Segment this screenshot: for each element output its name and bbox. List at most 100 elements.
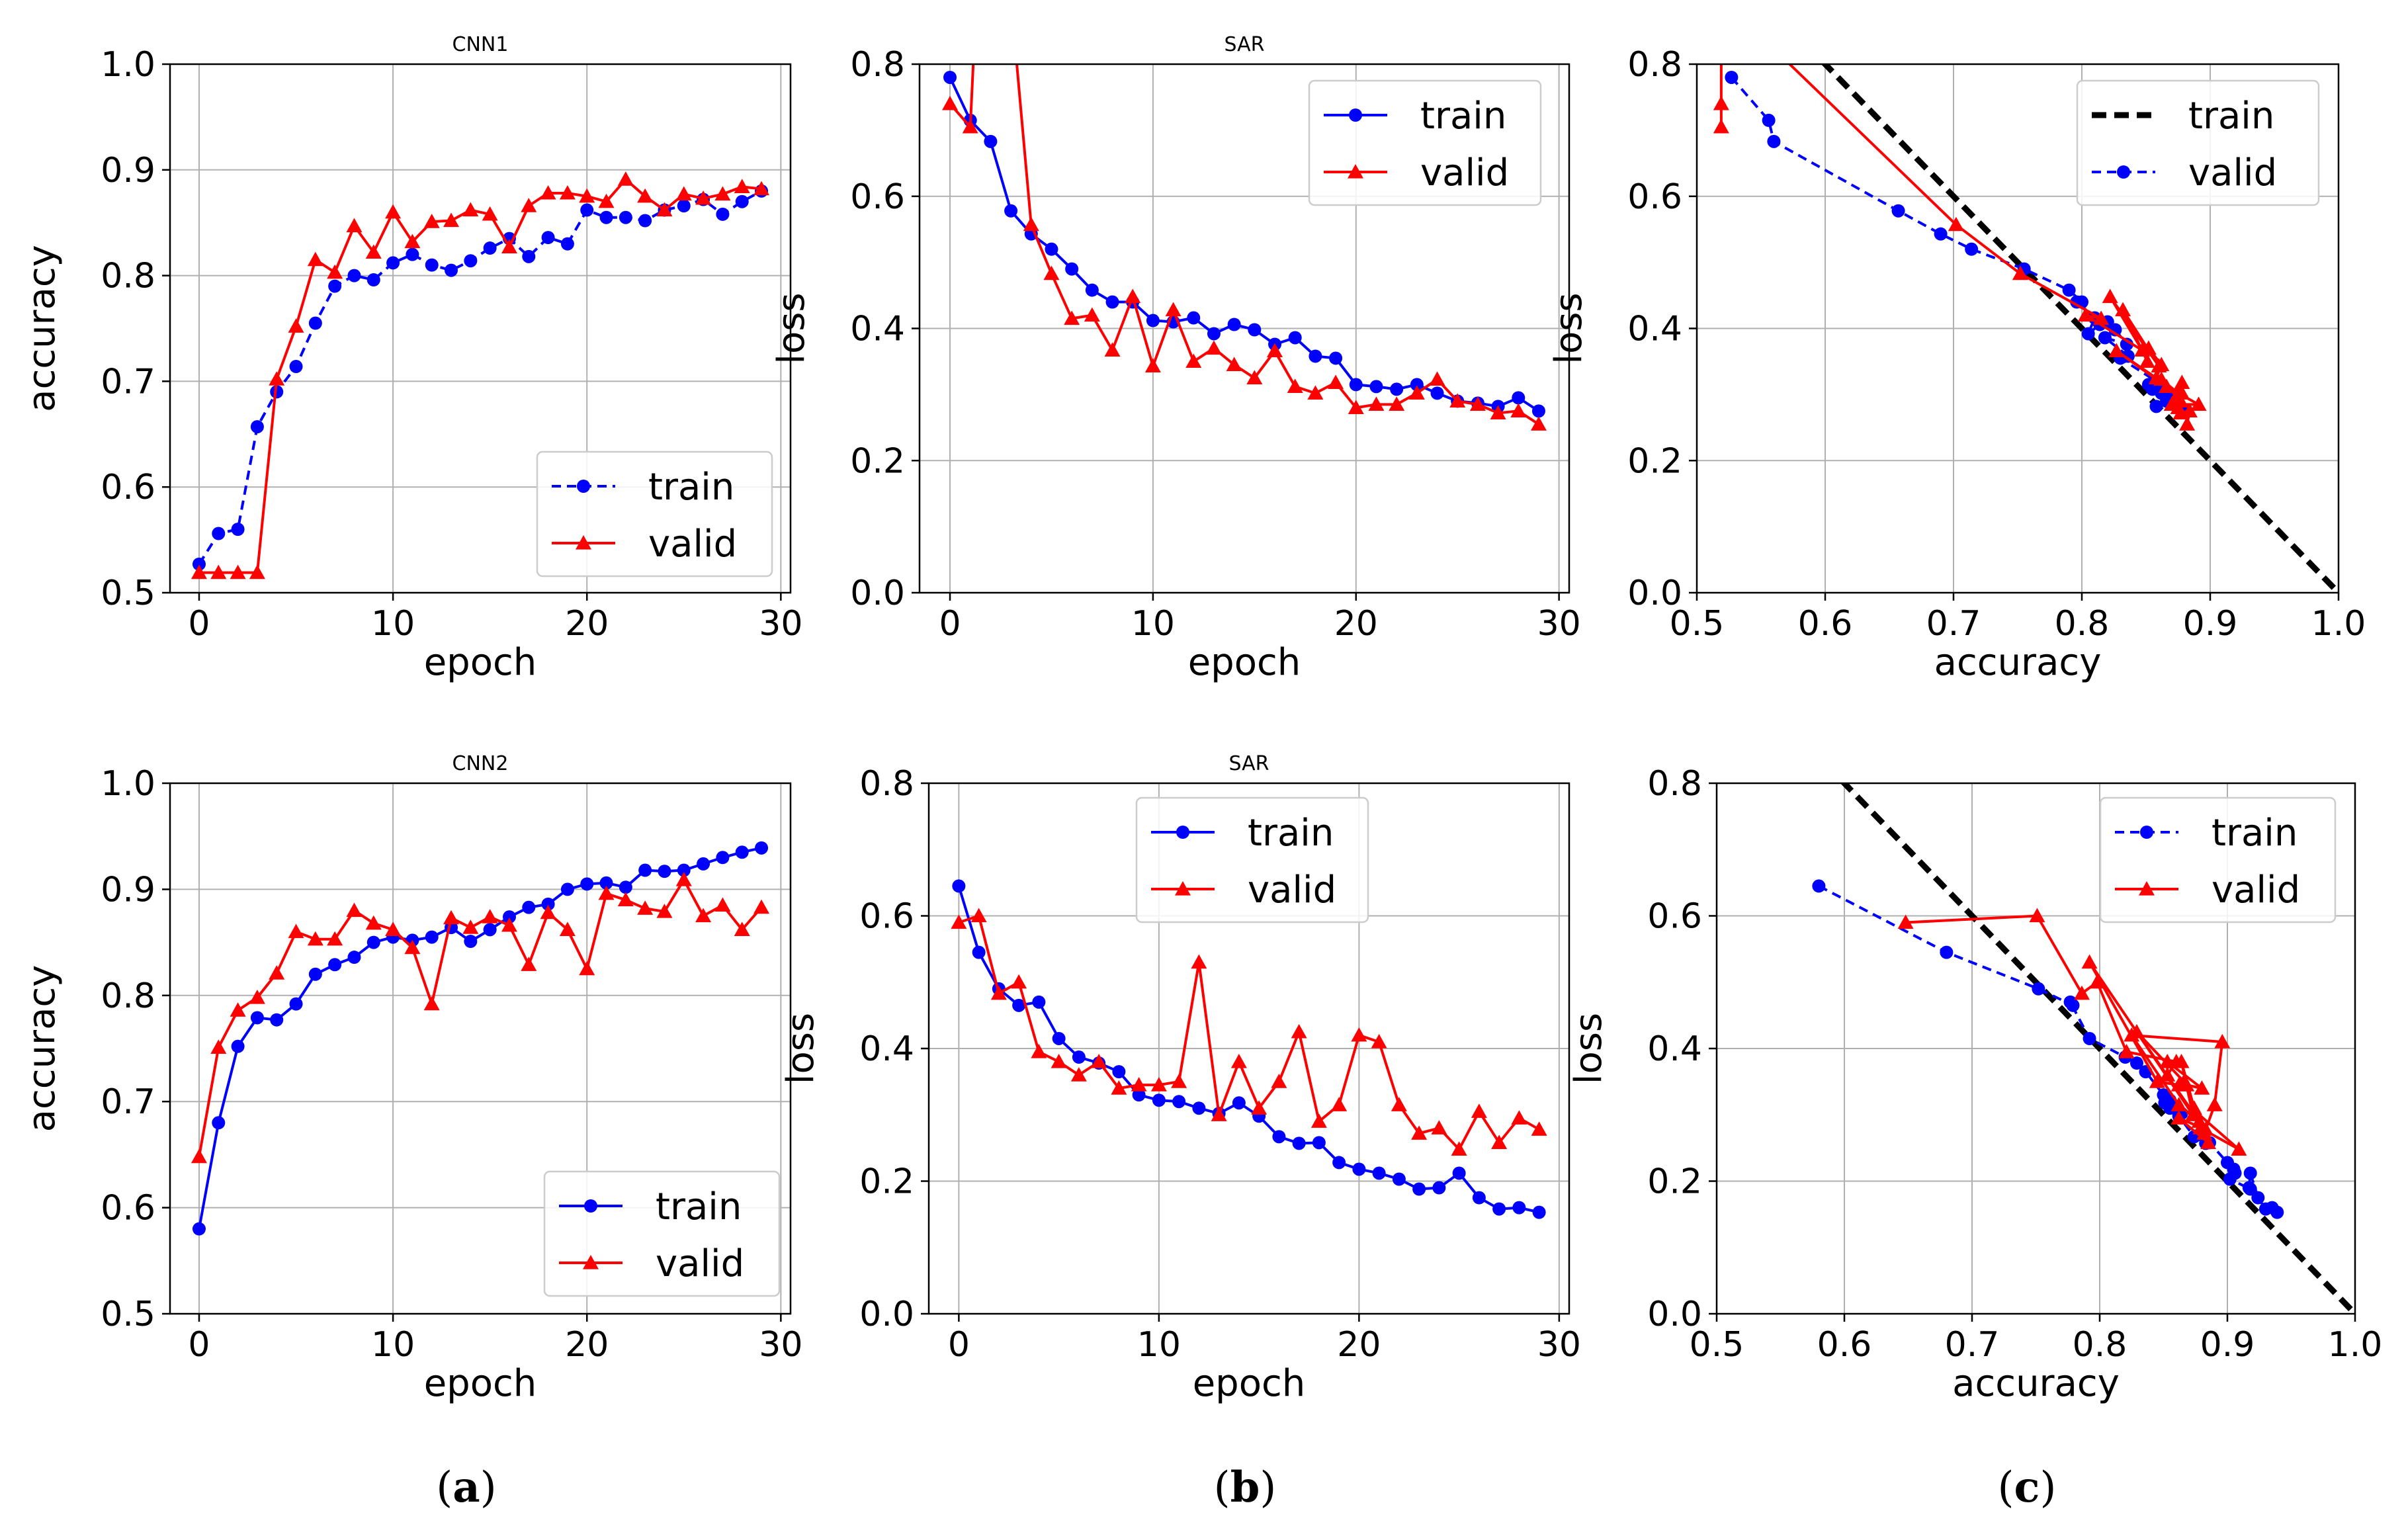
x-axis-label: epoch <box>1193 1362 1306 1405</box>
data-point-valid <box>521 198 537 212</box>
plot-area <box>191 171 770 579</box>
x-tick-label: 20 <box>565 1325 609 1365</box>
data-point-valid <box>2120 337 2133 351</box>
data-point-valid <box>230 564 246 579</box>
x-tick-label: 0 <box>188 604 210 644</box>
y-tick-label: 0.9 <box>101 151 155 191</box>
data-point-train <box>1065 262 1079 276</box>
data-point-valid <box>1389 396 1405 411</box>
data-point-valid <box>1191 954 1207 969</box>
data-point-valid <box>598 885 615 900</box>
data-point-train <box>2129 1056 2143 1070</box>
legend-label-valid: valid <box>1248 869 1336 912</box>
data-point-valid <box>970 908 987 923</box>
y-tick-label: 1.0 <box>101 45 155 85</box>
data-point-valid <box>1491 1134 1508 1149</box>
data-point-valid <box>1125 288 1141 304</box>
data-point-train <box>192 1222 206 1236</box>
legend: train valid <box>536 450 773 578</box>
data-point-train <box>231 523 245 536</box>
data-point-valid <box>1411 1125 1428 1140</box>
data-point-valid <box>714 897 731 912</box>
data-point-train <box>943 70 957 84</box>
data-point-valid <box>1431 1120 1447 1134</box>
data-point-valid <box>1351 1027 1367 1042</box>
data-point-valid <box>1934 227 1948 241</box>
legend-box <box>536 450 773 578</box>
x-tick-label: 0.6 <box>1798 604 1853 644</box>
data-point-train <box>1332 1156 1346 1170</box>
caption-b-letter: b <box>1230 1463 1260 1512</box>
data-point-valid <box>2029 908 2045 923</box>
data-point-train <box>1072 1050 1086 1064</box>
data-point-train <box>1152 1093 1166 1107</box>
data-point-valid <box>2173 1054 2190 1068</box>
data-point-train <box>716 851 730 865</box>
data-point-train <box>1940 945 1954 959</box>
caption-c: (c) <box>1998 1463 2057 1512</box>
data-point-valid <box>327 264 343 279</box>
data-point-valid <box>2194 1080 2210 1095</box>
legend-label-train: train <box>648 466 734 509</box>
data-point-train <box>1372 1166 1386 1180</box>
data-point-train <box>270 1013 284 1027</box>
data-point-train <box>425 930 439 944</box>
data-point-valid-red <box>2012 265 2028 280</box>
y-tick-label: 0.8 <box>1627 45 1682 85</box>
data-point-valid <box>2200 1134 2217 1149</box>
data-point-train <box>483 923 497 937</box>
data-point-valid <box>423 996 440 1011</box>
data-point-valid <box>501 239 517 254</box>
data-point-valid <box>942 95 959 110</box>
data-point-valid <box>1762 113 1776 127</box>
y-tick-label: 0.8 <box>1647 764 1702 804</box>
data-point-valid <box>365 915 382 930</box>
data-point-valid <box>307 931 323 946</box>
panel-cnn1-accuracy: 0 10 20 30 0.5 0.6 0.7 0.8 0.9 1.0 epoch accuracy CN… <box>21 33 802 684</box>
data-point-train <box>2158 1096 2172 1110</box>
data-point-valid <box>1368 396 1385 411</box>
legend-label-train: train <box>1420 95 1506 138</box>
data-point-train <box>755 841 769 855</box>
data-point-train <box>735 845 749 859</box>
data-point-train <box>308 316 322 330</box>
data-point-valid-red <box>2077 307 2094 322</box>
data-point-valid <box>346 902 363 918</box>
data-point-train <box>1085 283 1099 297</box>
data-point-valid <box>191 564 207 579</box>
data-point-train <box>366 935 380 949</box>
data-point-valid <box>579 188 595 203</box>
data-point-train <box>1112 1065 1126 1079</box>
y-tick-label: 0.6 <box>1627 177 1682 217</box>
data-point-valid <box>617 171 634 186</box>
x-tick-label: 0.7 <box>1945 1325 2000 1365</box>
data-point-train <box>1045 242 1058 256</box>
plot-area <box>1713 64 2339 593</box>
data-point-train <box>289 997 303 1011</box>
data-point-valid <box>656 904 673 918</box>
data-point-valid <box>1291 1023 1307 1039</box>
data-point-valid <box>1104 342 1121 357</box>
data-point-valid <box>2159 1054 2176 1068</box>
y-tick-label: 0.6 <box>1647 897 1702 937</box>
data-point-train <box>1292 1136 1306 1150</box>
data-point-valid <box>2089 974 2106 989</box>
data-point-train <box>697 857 710 871</box>
data-point-valid <box>327 931 343 946</box>
data-point-valid <box>462 920 479 934</box>
y-tick-label: 0.8 <box>101 976 155 1016</box>
data-point-train <box>212 527 226 540</box>
y-tick-label: 0.9 <box>101 870 155 910</box>
series-valid <box>191 871 770 1164</box>
data-point-train <box>1492 1202 1506 1216</box>
data-point-valid-red <box>2153 371 2170 386</box>
series-valid <box>191 171 770 579</box>
data-point-train <box>1432 1181 1446 1195</box>
data-point-train <box>1012 998 1026 1012</box>
data-point-valid-red <box>2093 310 2110 325</box>
data-point-train <box>1430 386 1444 400</box>
data-point-train <box>1452 1166 1466 1180</box>
panel-title: SAR <box>1229 752 1269 775</box>
legend-box <box>2099 796 2337 923</box>
data-point-train <box>1412 1182 1426 1196</box>
